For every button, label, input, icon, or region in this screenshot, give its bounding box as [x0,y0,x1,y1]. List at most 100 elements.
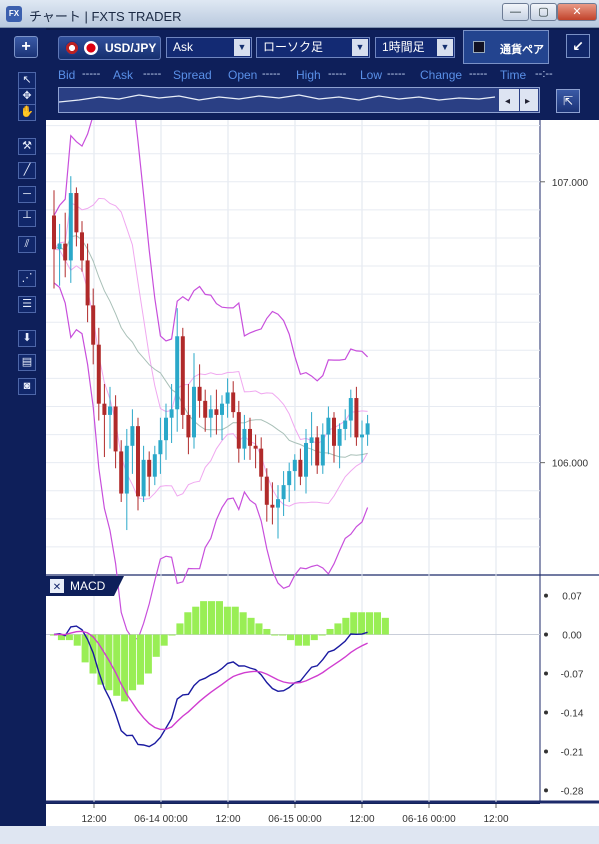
hand-pan-icon[interactable]: ✋ [18,104,36,121]
candle [332,412,336,463]
bid-value: ----- [82,68,101,80]
macd-histogram-bar [310,634,318,641]
macd-histogram-bar [255,623,263,635]
macd-close-button[interactable] [50,579,64,593]
candle [259,437,264,491]
candle [158,417,163,474]
macd-tab-label: MACD [70,579,106,593]
timeframe-select[interactable]: 1時間足 ▼ [375,37,455,58]
currency-pair-label: 通貨ペア [500,44,544,56]
candle [248,417,252,460]
price-chart[interactable]: 107.000 106.000 0.07 0.00 -0.07 -0.14 -0.21 -0… [46,120,599,844]
camera-icon[interactable]: ◙ [18,378,36,395]
price-type-select[interactable]: Ask ▼ [166,37,252,58]
list-icon[interactable]: ▤ [18,354,36,371]
macd-histogram-bar [334,623,342,635]
chevron-down-icon: ▼ [234,39,250,56]
macd-histogram-bar [200,601,208,635]
candle [52,190,56,289]
overview-navigator[interactable]: ◂ ▸ [58,87,540,113]
candle [208,395,213,438]
candle [192,353,196,449]
hammer-icon[interactable]: ⚒ [18,138,36,155]
macd-tick-label: 0.00 [562,631,582,642]
scroll-left-button[interactable] [499,89,519,111]
maximize-button[interactable]: ▢ [530,3,557,21]
chevron-down-icon: ▼ [352,39,368,56]
cursor-arrow-icon[interactable]: ↖ [18,72,36,89]
spread-label: Spread [173,68,212,82]
candle [348,389,353,438]
macd-histogram-bar [57,634,65,641]
macd-histogram-bar [231,606,239,635]
svg-text:▸: ▸ [525,96,530,107]
candle [152,445,157,486]
macd-histogram-bar [239,612,247,635]
close-button[interactable]: ✕ [557,3,597,21]
macd-histogram-bar [358,612,366,635]
candle [281,471,286,517]
macd-histogram-bar [326,628,334,635]
candle [141,445,146,502]
candle [175,308,180,432]
candle [304,428,308,494]
vertical-line-icon[interactable]: ┴ [18,210,36,227]
high-label: High [296,68,321,82]
fibonacci-icon[interactable]: ☰ [18,296,36,313]
currency-pair-panel[interactable]: 通貨ペア [463,30,549,64]
macd-histogram-bar [373,612,381,635]
candle [197,364,202,418]
macd-tick-label: 0.07 [562,592,582,603]
scroll-right-button[interactable] [520,89,538,111]
time-label: Time [500,68,527,82]
candle [124,428,129,531]
ask-label: Ask [113,68,134,82]
macd-tab[interactable]: ✕ MACD [46,576,130,596]
macd-plot-area [46,575,599,802]
symbol-button[interactable]: USD/JPY [58,36,161,60]
candle [203,389,208,432]
candle [276,485,280,539]
candle [96,327,101,421]
macd-histogram-bar [263,628,271,635]
candle [309,412,314,466]
symbol-label: USD/JPY [105,41,157,55]
macd-histogram-bar [279,634,287,636]
horizontal-line-icon[interactable]: ─ [18,186,36,203]
add-chart-button[interactable]: + [14,36,38,58]
candle [91,288,96,365]
macd-tick-label: -0.14 [561,708,584,719]
macd-histogram-bar [184,612,192,635]
macd-histogram-bar [129,634,137,691]
download-icon[interactable]: ⬇ [18,330,36,347]
trendline-icon[interactable]: ╱ [18,162,36,179]
macd-histogram-bar [176,623,184,635]
collapse-arrow-icon[interactable]: ↙ [566,34,590,58]
zoom-toggle-icon[interactable]: ⇱ [556,89,580,113]
macd-histogram-bar [105,634,113,691]
macd-histogram-bar [294,634,302,646]
candle [231,381,236,418]
taskbar [0,826,599,844]
bollinger-lower [53,282,369,640]
chart-style-select[interactable]: ローソク足 ▼ [256,37,370,58]
candle [164,403,168,460]
close-icon: ✕ [53,582,61,593]
candle [102,384,107,458]
macd-histogram-bar [318,634,326,636]
minimize-button[interactable]: — [502,3,529,21]
timeframe-value: 1時間足 [382,40,425,54]
svg-text:◂: ◂ [505,96,510,107]
macd-histogram-bar [247,617,255,635]
time-tick-label: 06-16 00:00 [402,814,456,825]
candle [180,327,185,429]
open-value: ----- [262,68,281,80]
candle [136,417,140,511]
fan-lines-icon[interactable]: ⋰ [18,270,36,287]
macd-histogram-bar [144,634,152,674]
candle [337,423,342,469]
currency-pair-checkbox[interactable] [473,41,485,53]
parallel-lines-icon[interactable]: ⫽ [18,236,36,253]
candle [220,395,224,441]
crosshair-move-icon[interactable]: ✥ [18,88,36,105]
